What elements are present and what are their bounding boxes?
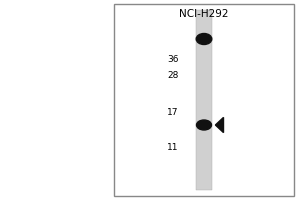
- Text: 17: 17: [167, 108, 178, 116]
- Bar: [114, 4, 294, 196]
- Bar: [196, 10, 212, 190]
- Ellipse shape: [196, 33, 212, 45]
- Text: 11: 11: [167, 144, 178, 152]
- Text: NCI-H292: NCI-H292: [179, 9, 229, 19]
- Ellipse shape: [196, 120, 211, 130]
- Polygon shape: [215, 117, 223, 133]
- Text: 36: 36: [167, 55, 178, 64]
- Text: 28: 28: [167, 72, 178, 80]
